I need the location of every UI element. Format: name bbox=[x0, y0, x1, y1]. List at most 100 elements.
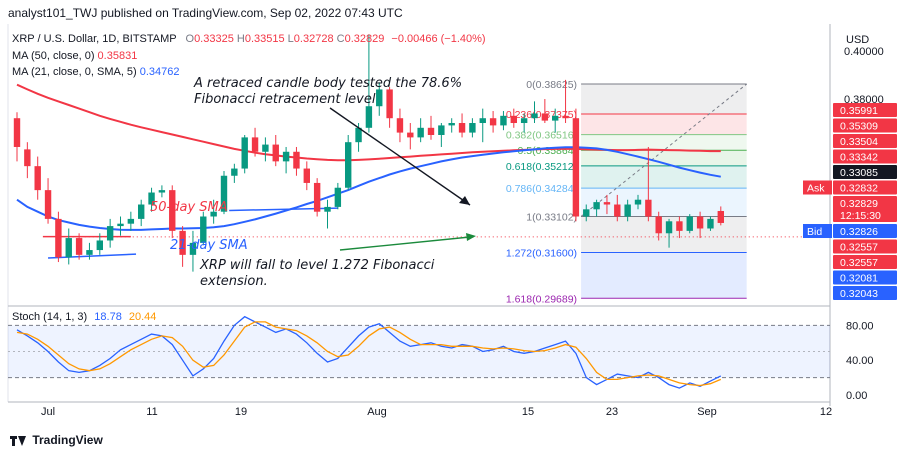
candle-body bbox=[106, 226, 114, 241]
price-badge bbox=[833, 149, 897, 164]
candle-body bbox=[231, 168, 238, 176]
annotation-arrow-head bbox=[459, 196, 470, 205]
fib-level-label: 0.618(0.35212) bbox=[506, 161, 577, 173]
price-badge-value: 0.32557 bbox=[840, 242, 878, 254]
price-tag-label: Bid bbox=[807, 226, 822, 238]
price-tag-box bbox=[803, 180, 832, 195]
candle-body bbox=[593, 202, 600, 210]
stoch-label: Stoch (14, 1, 3) bbox=[12, 311, 88, 323]
candle-body bbox=[272, 144, 279, 162]
fib-level-label: 0.236(0.37375) bbox=[506, 109, 577, 121]
stoch-tick: 80.00 bbox=[846, 320, 874, 332]
candle-body bbox=[696, 216, 704, 229]
price-badge bbox=[833, 255, 897, 269]
legend-symbol-row: XRP / U.S. Dollar, 1D, BITSTAMP O0.33325… bbox=[12, 33, 486, 45]
price-badge bbox=[833, 286, 897, 300]
fib-zone bbox=[581, 252, 747, 299]
stoch-legend: Stoch (14, 1, 3) 18.78 20.44 bbox=[12, 311, 156, 323]
candle-body bbox=[614, 204, 621, 217]
candle-body bbox=[634, 199, 642, 205]
candle-body bbox=[479, 118, 486, 124]
candle-body bbox=[407, 132, 414, 138]
fib-zone bbox=[581, 165, 747, 189]
fib-trend-line bbox=[580, 83, 747, 217]
low-label: L bbox=[287, 33, 294, 45]
candle-body bbox=[645, 199, 652, 217]
time-tick: 15 bbox=[522, 406, 534, 418]
price-tag-box bbox=[803, 224, 832, 238]
annotation-ma50: 50-day SMA bbox=[150, 200, 228, 215]
tradingview-logo[interactable]: TradingView bbox=[10, 433, 103, 447]
candle-body bbox=[520, 118, 528, 124]
candle-body bbox=[386, 89, 393, 119]
time-tick: Aug bbox=[367, 406, 387, 418]
candle-body bbox=[138, 204, 145, 219]
candle-body bbox=[603, 202, 611, 205]
candle-body bbox=[303, 168, 310, 183]
candle-body bbox=[293, 151, 300, 169]
fib-zone bbox=[581, 84, 747, 115]
support-line bbox=[48, 253, 137, 259]
published-header: analyst101_TWJ published on TradingView.… bbox=[8, 6, 403, 20]
candle-body bbox=[210, 211, 217, 217]
annotation-fall: XRP will fall to level 1.272 Fibonacci e… bbox=[200, 258, 435, 289]
candle-body bbox=[676, 221, 683, 231]
price-badge-value: 0.32826 bbox=[840, 226, 878, 238]
candle-body bbox=[427, 127, 435, 135]
ma21-value: 0.34762 bbox=[139, 66, 180, 78]
price-badge bbox=[833, 134, 897, 148]
fib-zone bbox=[581, 150, 747, 166]
open-label: O bbox=[185, 33, 195, 45]
time-tick: 11 bbox=[146, 406, 157, 418]
ma50-label: MA (50, close, 0) bbox=[12, 50, 95, 62]
stoch-line bbox=[16, 321, 722, 387]
ma50-value: 0.35831 bbox=[97, 50, 138, 62]
candle-body bbox=[572, 118, 580, 217]
support-line-2 bbox=[229, 207, 338, 212]
annotation-ma21: 21-day SMA bbox=[170, 238, 248, 253]
candle-body bbox=[707, 218, 714, 229]
candle-body bbox=[24, 149, 31, 167]
price-badge-value: 0.32043 bbox=[840, 288, 878, 300]
fib-zone bbox=[581, 134, 747, 151]
time-tick: 23 bbox=[606, 406, 618, 418]
price-badge bbox=[833, 165, 897, 179]
price-badge-value: 0.32829 bbox=[840, 198, 878, 210]
candle-body bbox=[355, 127, 362, 143]
low-value: 0.32728 bbox=[293, 33, 334, 45]
price-badge bbox=[833, 118, 897, 133]
price-badge bbox=[833, 103, 897, 117]
price-badge bbox=[833, 239, 897, 254]
ma21-label: MA (21, close, 0, SMA, 5) bbox=[12, 66, 137, 78]
candle-body bbox=[324, 206, 331, 212]
candle-body bbox=[396, 118, 404, 133]
price-badge-value: 0.32832 bbox=[840, 183, 878, 195]
candle-body bbox=[665, 221, 673, 234]
candle-body bbox=[334, 187, 342, 207]
fib-zone bbox=[581, 114, 747, 135]
candle-body bbox=[251, 137, 259, 152]
stoch-tick: 0.00 bbox=[846, 390, 867, 402]
candle-body bbox=[552, 115, 559, 121]
candle-body bbox=[117, 223, 124, 227]
high-value: 0.33515 bbox=[244, 33, 285, 45]
candle-body bbox=[345, 142, 352, 188]
candle-body bbox=[158, 190, 166, 193]
stoch-d-value: 20.44 bbox=[128, 311, 157, 323]
price-badge-value: 0.32557 bbox=[840, 257, 878, 269]
candle-body bbox=[148, 192, 155, 205]
candle-body bbox=[65, 238, 72, 258]
header-text: analyst101_TWJ published on TradingView.… bbox=[8, 6, 403, 20]
candle-body bbox=[469, 123, 476, 133]
candle-body bbox=[541, 113, 549, 121]
price-tick: 0.40000 bbox=[844, 46, 884, 58]
extension-arrow-line bbox=[339, 236, 471, 251]
tv-logo-icon bbox=[10, 435, 26, 446]
candle-body bbox=[200, 216, 207, 243]
open-value: 0.33325 bbox=[194, 33, 234, 45]
price-badge bbox=[833, 196, 897, 222]
candle-body bbox=[75, 238, 83, 255]
candle-body bbox=[376, 89, 383, 107]
